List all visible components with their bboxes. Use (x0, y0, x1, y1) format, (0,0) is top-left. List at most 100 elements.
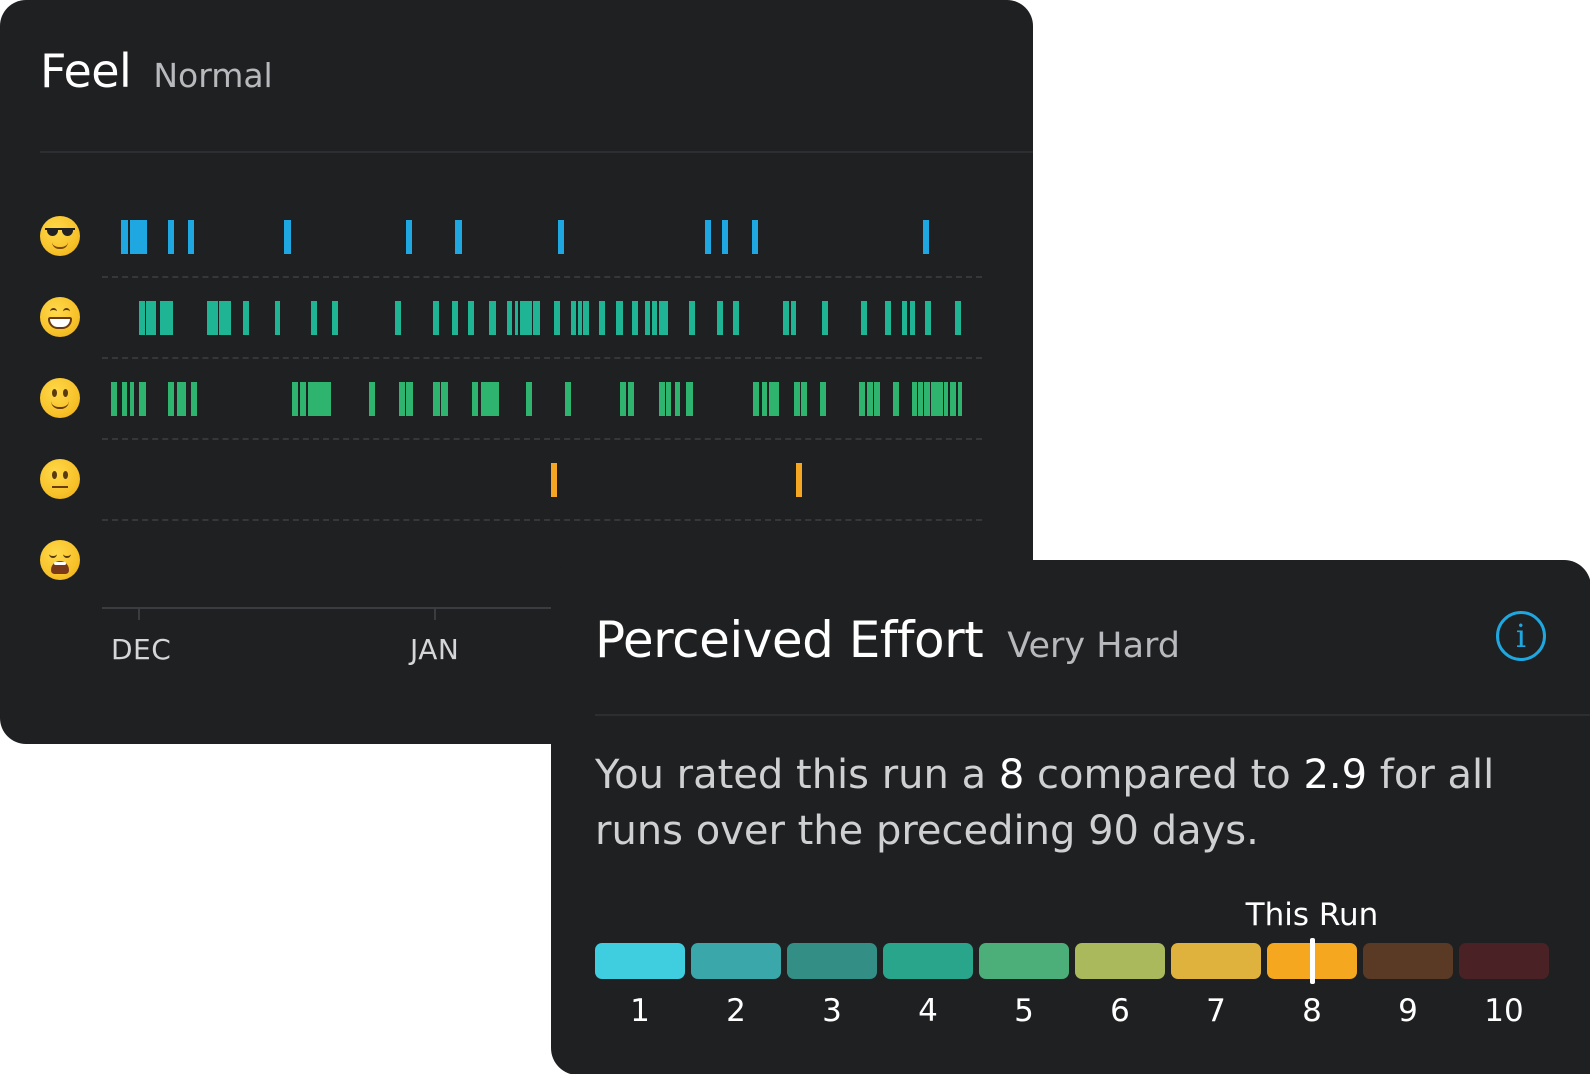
effort-divider (595, 714, 1590, 716)
effort-scale-segment (1075, 943, 1165, 979)
feel-title: Feel (40, 44, 132, 98)
effort-scale-number: 9 (1398, 993, 1418, 1029)
effort-scale-segment (595, 943, 685, 979)
feel-bar (472, 382, 478, 416)
grinning-face-icon (40, 297, 80, 337)
feel-bar (912, 382, 917, 416)
feel-bar (452, 301, 458, 335)
feel-bar (139, 382, 146, 416)
feel-bar (515, 301, 518, 335)
feel-bar (177, 382, 186, 416)
feel-bar (774, 382, 779, 416)
effort-scale-number: 6 (1110, 993, 1130, 1029)
feel-bar (160, 301, 173, 335)
effort-scale-number: 8 (1302, 993, 1322, 1029)
feel-bar (931, 382, 937, 416)
effort-scale-number: 3 (822, 993, 842, 1029)
row-separator (102, 519, 982, 521)
perceived-effort-card: Perceived Effort Very Hard i You rated t… (552, 561, 1590, 1074)
weary-face-icon (40, 540, 80, 580)
feel-bar (925, 301, 931, 335)
feel-bar (783, 301, 789, 335)
axis-tick (138, 607, 140, 620)
feel-bar (675, 382, 680, 416)
row-separator (102, 438, 982, 440)
info-icon[interactable]: i (1496, 611, 1546, 661)
feel-bar (433, 382, 440, 416)
feel-bar (769, 382, 774, 416)
effort-scale-segment (979, 943, 1069, 979)
effort-scale-number: 7 (1206, 993, 1226, 1029)
feel-bar (686, 382, 693, 416)
feel-bar (122, 382, 127, 416)
effort-scale-segment (883, 943, 973, 979)
feel-bar (924, 382, 930, 416)
feel-bar (820, 382, 826, 416)
feel-bar (874, 382, 880, 416)
feel-bar (801, 382, 807, 416)
feel-bar (652, 301, 657, 335)
feel-header: Feel Normal (40, 44, 273, 98)
feel-bar (859, 382, 865, 416)
feel-bar (944, 382, 948, 416)
feel-bar (599, 301, 605, 335)
effort-scale-segment (1171, 943, 1261, 979)
feel-bar (722, 220, 728, 254)
this-run-marker (1310, 938, 1315, 984)
feel-card: Feel Normal DEC JAN (0, 0, 1033, 744)
feel-bar (571, 301, 576, 335)
feel-bar (332, 301, 338, 335)
feel-bar (395, 301, 401, 335)
feel-bar (558, 220, 564, 254)
effort-header: Perceived Effort Very Hard (595, 611, 1180, 669)
feel-bar (794, 382, 800, 416)
feel-bar (689, 301, 695, 335)
feel-bar (406, 220, 412, 254)
feel-bar (733, 301, 739, 335)
feel-bar (753, 382, 759, 416)
feel-bar (292, 382, 298, 416)
feel-bar (369, 382, 375, 416)
feel-bar (481, 382, 487, 416)
feel-bar (955, 301, 961, 335)
this-run-label: This Run (1245, 897, 1379, 933)
feel-bar (468, 301, 474, 335)
feel-bar (168, 220, 174, 254)
feel-bar (300, 382, 306, 416)
feel-bar (146, 301, 152, 335)
feel-bar (130, 382, 134, 416)
feel-bar (441, 382, 448, 416)
effort-scale-number: 2 (726, 993, 746, 1029)
feel-bar (937, 382, 943, 416)
feel-bar (433, 301, 439, 335)
effort-scale-number: 5 (1014, 993, 1034, 1029)
row-separator (102, 357, 982, 359)
run-rating: 8 (998, 752, 1025, 798)
effort-scale-segment (1363, 943, 1453, 979)
feel-bar (311, 301, 317, 335)
effort-scale-number: 10 (1484, 993, 1524, 1029)
effort-scale-segment (691, 943, 781, 979)
feel-bar (885, 301, 891, 335)
feel-bar (219, 301, 231, 335)
feel-bar (191, 382, 197, 416)
effort-scale-labels: 1 2 3 4 5 6 7 8 9 10 (595, 993, 1549, 1029)
feel-bar (565, 382, 571, 416)
feel-bar (659, 382, 665, 416)
feel-bar (705, 220, 711, 254)
feel-bar (923, 220, 929, 254)
row-separator (102, 276, 982, 278)
feel-bar (645, 301, 650, 335)
feel-bar (207, 301, 218, 335)
feel-bar (152, 301, 156, 335)
neutral-face-icon (40, 459, 80, 499)
axis-tick (434, 607, 436, 620)
feel-bar (136, 220, 147, 254)
feel-bar (168, 382, 174, 416)
feel-bar (275, 301, 280, 335)
feel-bar (493, 382, 499, 416)
feel-bar (717, 301, 723, 335)
effort-scale-segment (787, 943, 877, 979)
feel-bar (308, 382, 313, 416)
feel-bar (628, 382, 634, 416)
